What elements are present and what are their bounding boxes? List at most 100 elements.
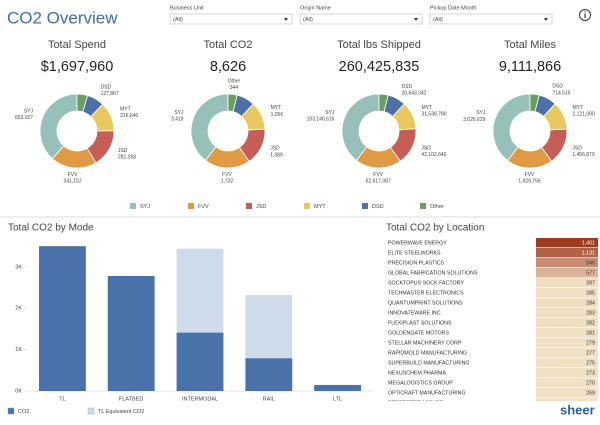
dropdown-arrow: [544, 18, 548, 21]
legend-swatch: [188, 203, 194, 209]
x-tick-label: LTL: [333, 396, 342, 402]
location-name: QUANTUMPRINT SOLUTIONS: [388, 300, 463, 306]
location-name: FLEXIPLAST SOLUTIONS: [388, 320, 452, 326]
highlight-cell: [536, 308, 598, 318]
row-bg: [384, 318, 536, 328]
dropdown-value: (All): [303, 17, 313, 23]
y-tick-label: 2K: [15, 306, 22, 312]
logo: sheer: [560, 402, 595, 417]
row-bg: [384, 328, 536, 338]
slice-name: MYT: [271, 105, 282, 111]
filter-dropdown[interactable]: (All): [169, 13, 293, 25]
slice-name: MYT: [421, 105, 432, 111]
location-name: MEGALOGISTICS GROUP: [388, 380, 453, 386]
legend-swatch: [7, 407, 15, 415]
row-bg: [384, 398, 536, 401]
cell-value: 273: [586, 370, 595, 376]
legend-label: JSD: [256, 204, 266, 210]
cell-value: 840: [586, 260, 595, 266]
row-bg: [384, 258, 536, 268]
cell-value: 1,131: [582, 250, 595, 256]
kpi-title: Total Spend: [48, 39, 106, 51]
cell-value: 270: [586, 380, 595, 386]
highlight-cell: [536, 328, 598, 338]
location-name: GOLDENGATE MOTORS: [388, 330, 449, 336]
row-bg: [384, 378, 536, 388]
highlight-cell: [536, 318, 598, 328]
donut-slice: [341, 93, 380, 161]
cell-value: 282: [586, 320, 595, 326]
location-name: SUPERBUILD MANUFACTURING: [388, 360, 470, 366]
dropdown-value: (All): [173, 17, 183, 23]
slice-value: 1,732: [221, 179, 234, 185]
location-name: STELLAR MACHINERY CORP: [388, 340, 462, 346]
dropdown-box: [169, 13, 293, 25]
row-bg: [384, 278, 536, 288]
slice-name: DSD: [402, 84, 413, 90]
highlight-cell: [536, 358, 598, 368]
location-name: OPTICRAFT MANUFACTURING: [388, 390, 466, 396]
slice-value: 31,538,780: [421, 112, 446, 118]
slice-value: 3,626,629: [463, 117, 485, 123]
highlight-cell: [536, 388, 598, 398]
cell-value: 269: [586, 390, 595, 396]
cell-value: 284: [586, 300, 595, 306]
slice-name: SYJ: [174, 110, 184, 116]
filter-dropdown[interactable]: (All): [429, 13, 553, 25]
slice-name: FVV: [68, 172, 78, 178]
slice-value: 344: [230, 85, 239, 91]
dropdown-box: [429, 13, 553, 25]
legend-label: MYT: [314, 204, 326, 210]
filter-dropdown[interactable]: (All): [299, 13, 423, 25]
row-bg: [384, 248, 536, 258]
donut-slice: [492, 93, 531, 162]
filter-label: Business Unit: [170, 5, 204, 11]
bar: [176, 332, 224, 391]
x-tick-label: TL: [59, 396, 65, 402]
bar: [39, 246, 86, 391]
cell-value: 281: [586, 330, 595, 336]
filter-label: Pickup Date Month: [430, 5, 476, 11]
legend-swatch: [130, 203, 136, 209]
location-name: POWERWAVE ENERGY: [388, 240, 447, 246]
legend-label: Other: [430, 204, 444, 210]
location-table: POWERWAVE ENERGY 1,401 ELITE STEELWORKS 1,1…: [384, 238, 598, 406]
page-title: CO2 Overview: [7, 8, 118, 27]
location-name: NEXUSCHEM PHARMA: [388, 370, 446, 376]
location-name: PERFECTFIT APPAREL: [388, 400, 446, 406]
kpi-title: Total Miles: [504, 39, 556, 51]
highlight-cell: [536, 338, 598, 348]
info-icon[interactable]: [579, 9, 591, 21]
slice-name: SYJ: [476, 110, 486, 116]
cell-value: 283: [586, 310, 595, 316]
x-tick-label: RAIL: [263, 396, 275, 402]
legend-swatch: [87, 407, 95, 415]
highlight-cell: [536, 248, 598, 258]
row-bg: [384, 298, 536, 308]
location-name: RAPIDMOLD MANUFACTURING: [388, 350, 467, 356]
location-name: INNOVATEWARE INC.: [388, 310, 442, 316]
slice-name: JSD: [572, 145, 582, 151]
highlight-cell: [536, 278, 598, 288]
slice-value: 1,056: [271, 112, 284, 118]
highlight-cell: [536, 258, 598, 268]
kpi-value: 8,626: [210, 59, 246, 75]
y-tick-label: 1K: [15, 347, 22, 353]
slice-name: SYJ: [24, 108, 34, 114]
legend-label: SYJ: [140, 204, 150, 210]
slice-value: 103,146,616: [307, 117, 335, 123]
slice-name: FVV: [222, 172, 232, 178]
donut-slice: [39, 93, 78, 160]
row-bg: [384, 268, 536, 278]
slice-value: 281,058: [118, 155, 136, 161]
slice-name: DSD: [101, 84, 112, 90]
filter-label: Origin Name: [300, 5, 331, 11]
highlight-cell: [536, 378, 598, 388]
slice-value: 1,829,756: [518, 179, 540, 185]
donut-slice: [378, 93, 389, 113]
slice-value: 20,643,342: [402, 90, 427, 96]
slice-value: 127,867: [101, 91, 119, 97]
highlight-cell: [536, 268, 598, 278]
kpi-title: Total CO2: [204, 39, 253, 51]
highlight-cell: [536, 238, 598, 248]
